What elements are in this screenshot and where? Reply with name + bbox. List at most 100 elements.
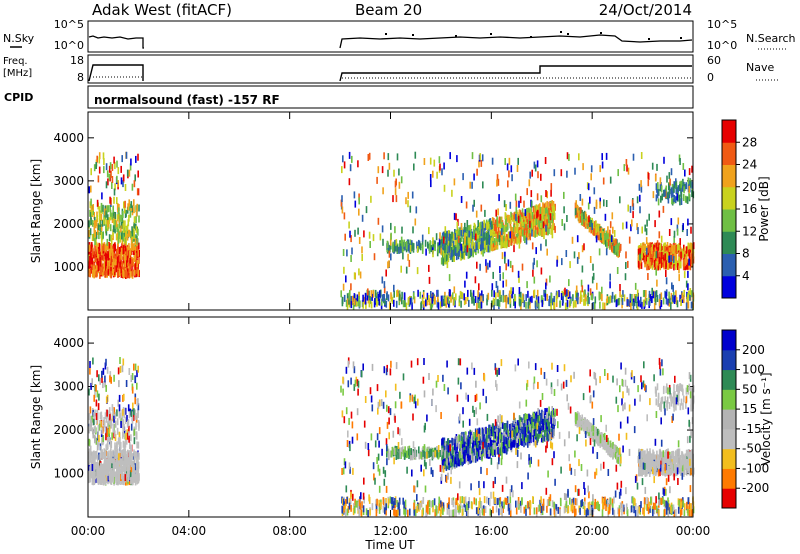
range-cell — [690, 301, 693, 309]
range-cell — [589, 288, 592, 296]
range-cell — [665, 270, 667, 277]
range-cell — [354, 200, 357, 208]
range-cell — [471, 502, 473, 510]
range-cell — [448, 502, 450, 509]
noise-panel: N.Sky 10^5 10^0 10^5 10^0 N.Search — [3, 18, 796, 53]
range-cell — [609, 235, 612, 242]
range-cell — [108, 173, 111, 181]
range-cell — [662, 260, 664, 268]
range-cell — [645, 297, 648, 305]
range-cell — [109, 213, 112, 221]
range-cell — [108, 435, 111, 442]
range-cell — [629, 205, 632, 213]
range-cell — [479, 497, 481, 505]
range-cell — [536, 160, 539, 168]
range-cell — [487, 262, 489, 270]
range-cell — [104, 265, 107, 273]
range-cell — [108, 426, 111, 434]
range-cell — [120, 270, 123, 278]
range-cell — [109, 449, 112, 457]
range-cell — [121, 236, 124, 244]
range-cell — [503, 295, 506, 303]
range-cell — [675, 178, 677, 186]
range-cell — [118, 207, 120, 215]
range-cell — [453, 298, 456, 306]
range-cell — [551, 298, 554, 306]
range-cell — [665, 246, 667, 254]
range-cell — [125, 260, 128, 267]
range-cell — [352, 303, 355, 310]
range-cell — [114, 412, 117, 420]
range-cell — [656, 295, 659, 302]
range-cell — [519, 210, 522, 218]
range-cell — [545, 224, 547, 232]
range-cell — [389, 245, 391, 253]
range-cell — [540, 243, 542, 251]
range-cell — [682, 178, 684, 186]
range-cell — [126, 464, 128, 472]
range-cell — [519, 220, 522, 228]
range-cell — [616, 267, 619, 274]
range-cell — [659, 177, 662, 185]
range-cell — [513, 245, 515, 253]
range-cell — [483, 221, 486, 229]
range-cell — [387, 294, 390, 302]
range-cell — [580, 207, 582, 215]
range-cell — [91, 263, 94, 270]
range-cell — [658, 256, 661, 264]
range-cell — [493, 224, 496, 231]
range-cell — [518, 231, 521, 239]
range-cell — [96, 390, 99, 398]
range-cell — [495, 505, 498, 513]
range-cell — [509, 297, 511, 305]
range-cell — [642, 290, 645, 298]
range-cell — [607, 226, 609, 234]
range-cell — [585, 294, 587, 302]
range-cell — [538, 302, 540, 310]
range-cell — [93, 265, 95, 273]
range-cell — [671, 282, 673, 290]
noise-left-label: N.Sky — [3, 32, 35, 45]
range-cell — [100, 231, 103, 239]
range-cell — [652, 249, 655, 257]
range-cell — [498, 299, 501, 307]
range-cell — [414, 151, 417, 159]
range-cell — [419, 502, 421, 510]
range-cell — [603, 237, 605, 245]
range-cell — [656, 258, 659, 266]
range-cell — [615, 238, 617, 246]
range-cell — [346, 496, 348, 504]
range-cell — [649, 251, 652, 259]
range-cell — [459, 505, 461, 513]
range-cell — [393, 508, 395, 516]
range-cell — [415, 206, 418, 214]
range-cell — [121, 221, 123, 229]
range-cell — [118, 254, 121, 262]
range-cell — [477, 228, 480, 235]
range-cell — [393, 290, 395, 298]
range-cell — [625, 251, 627, 259]
range-cell — [117, 256, 119, 264]
range-cell — [536, 260, 538, 268]
range-cell — [114, 420, 117, 428]
velocity-data — [88, 357, 695, 517]
range-cell — [589, 256, 592, 263]
range-cell — [363, 230, 365, 238]
range-cell — [444, 255, 446, 263]
range-cell — [464, 496, 467, 504]
range-cell — [468, 299, 470, 307]
range-cell — [373, 300, 376, 308]
range-cell — [343, 212, 346, 220]
range-cell — [456, 245, 458, 253]
range-cell — [392, 195, 394, 203]
range-cell — [370, 195, 372, 203]
range-cell — [134, 174, 136, 182]
range-cell — [690, 226, 692, 234]
range-cell — [578, 216, 581, 224]
range-cell — [96, 215, 98, 222]
range-cell — [134, 252, 137, 260]
range-cell — [650, 257, 653, 265]
range-cell — [632, 153, 635, 161]
range-cell — [525, 294, 527, 302]
